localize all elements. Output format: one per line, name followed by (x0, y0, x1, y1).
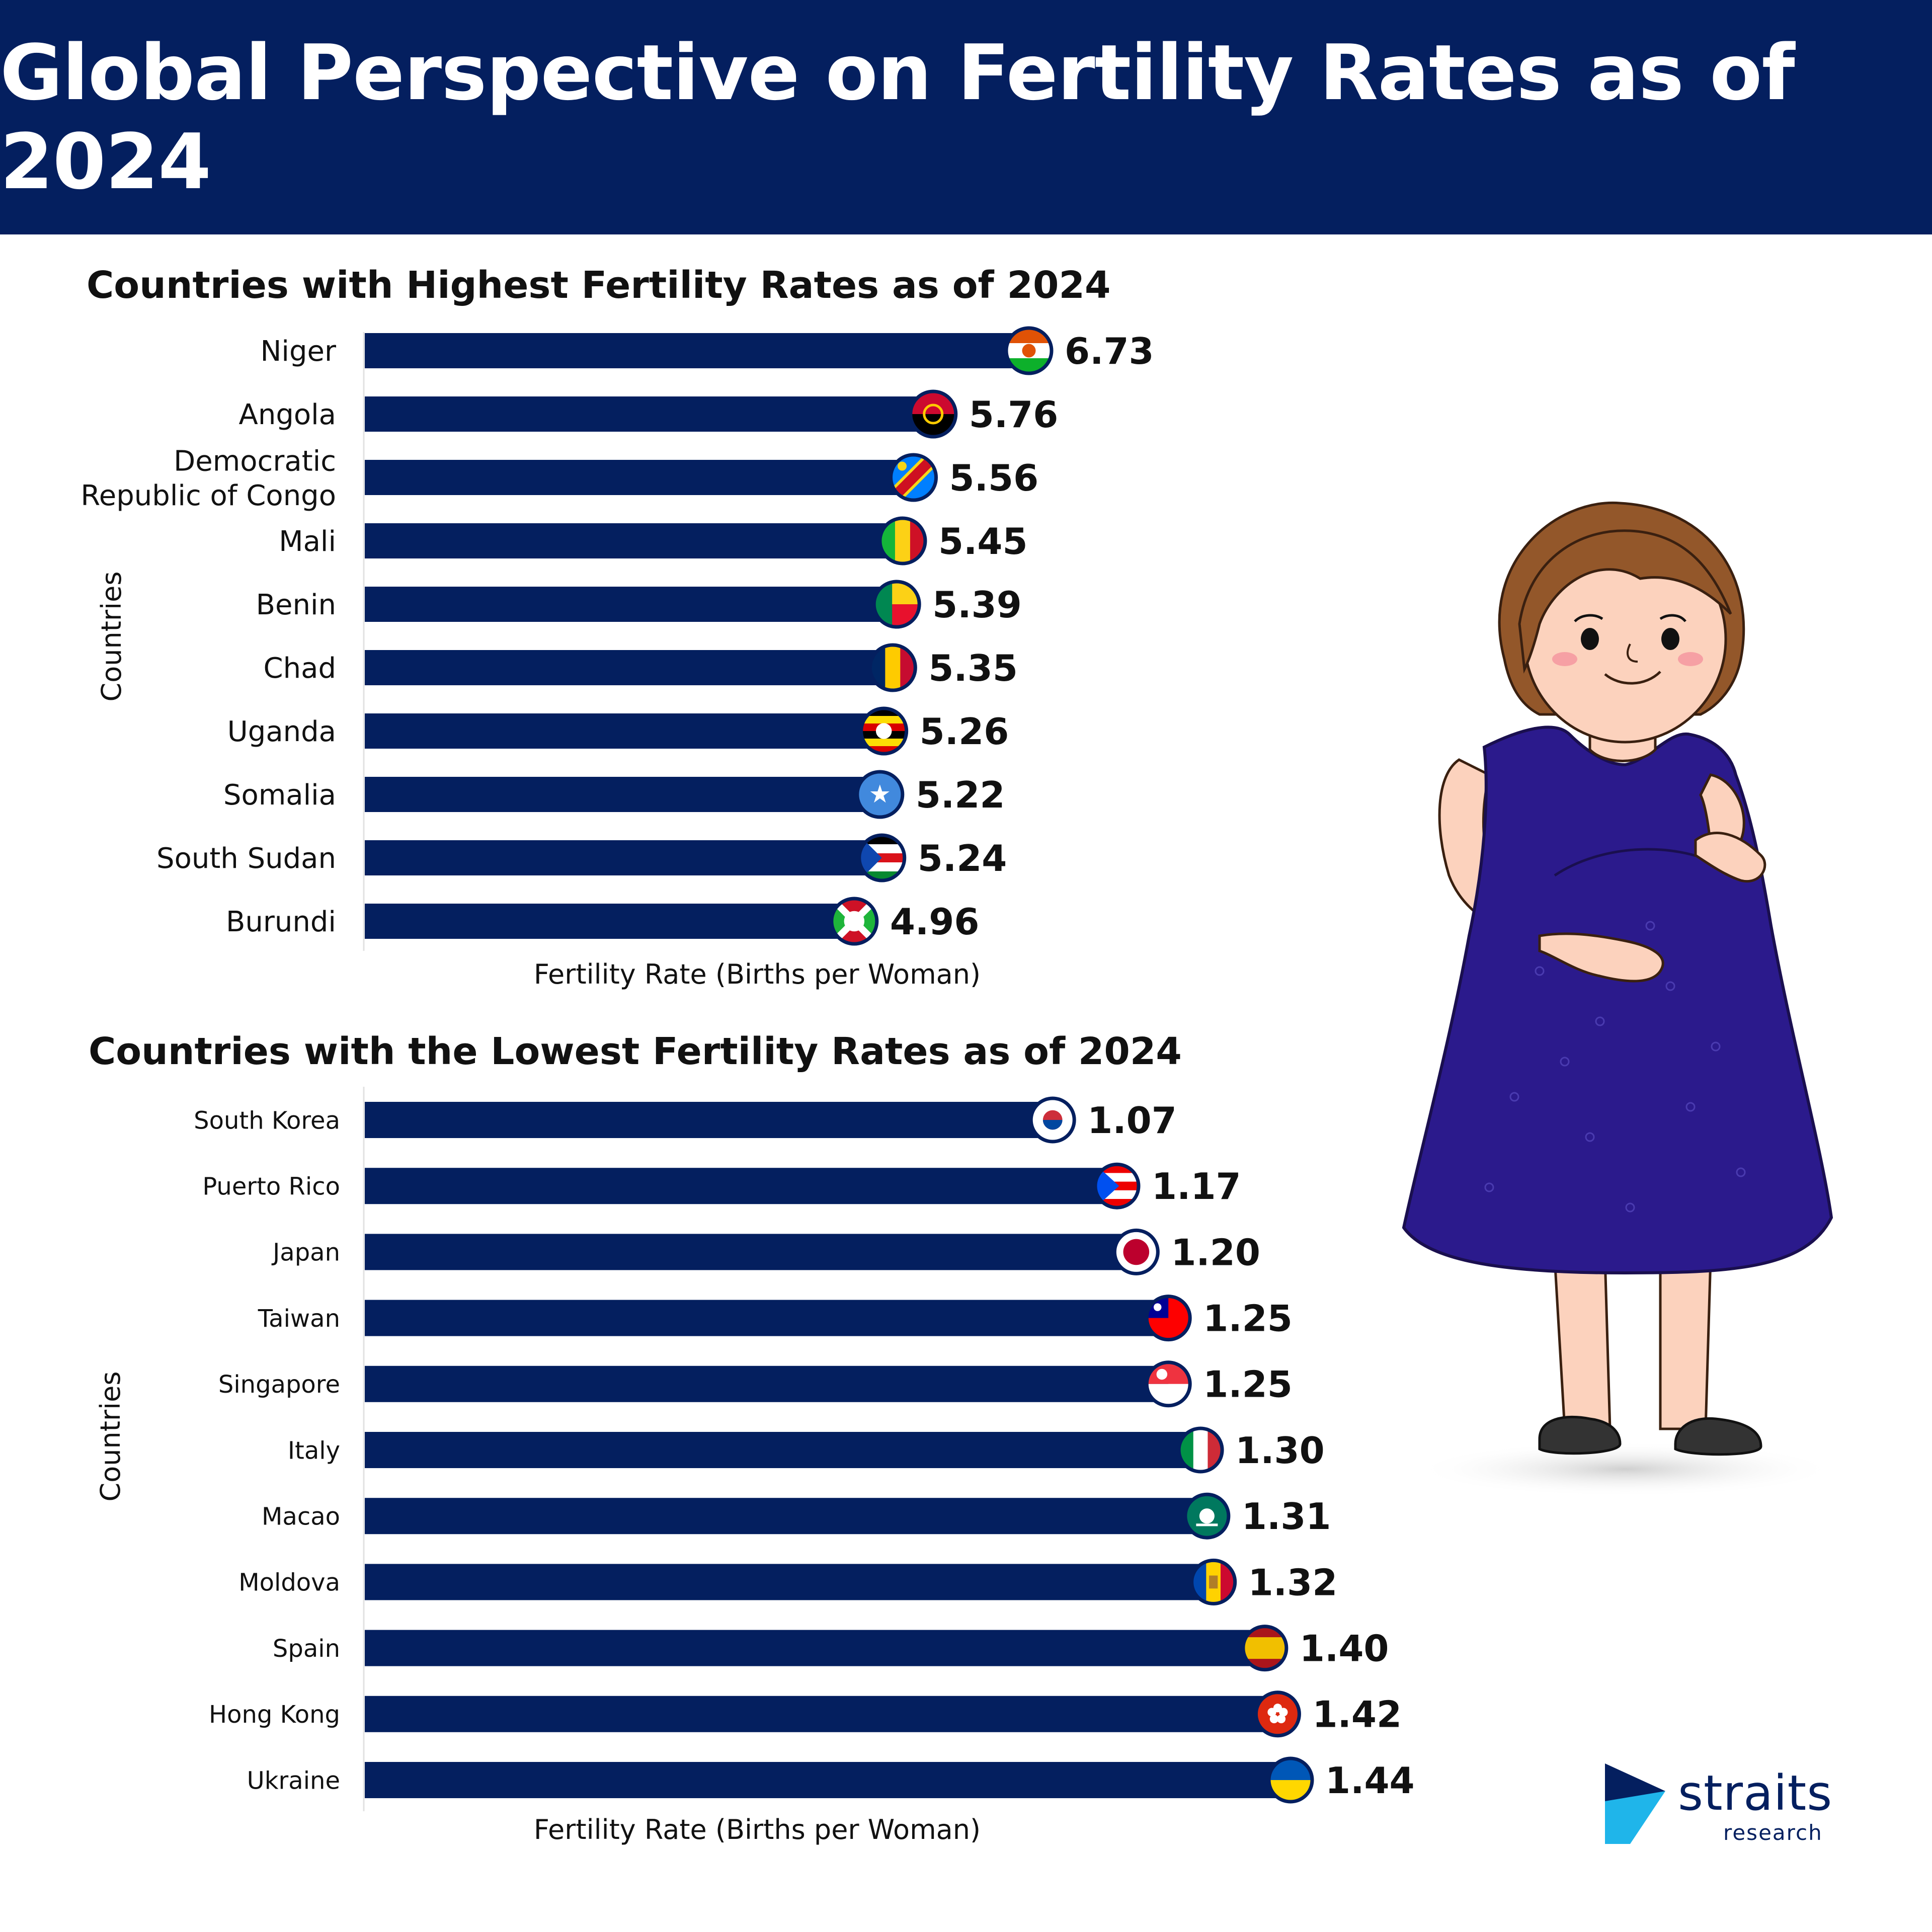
data-label: 5.35 (928, 647, 1018, 689)
bar (365, 333, 1029, 368)
data-label: 6.73 (1065, 330, 1154, 372)
drc-flag-icon (889, 453, 938, 502)
bar (365, 1432, 1201, 1468)
category-label: Singapore (218, 1371, 340, 1399)
brand-name: straits (1678, 1765, 1833, 1821)
category-label: Uganda (227, 715, 336, 748)
bar (365, 523, 903, 558)
straits-logo-icon (1605, 1763, 1665, 1844)
bar (365, 1102, 1053, 1138)
category-label: Democratic Republic of Congo (80, 445, 336, 512)
bar (365, 650, 893, 685)
chart-title: Countries with Highest Fertility Rates a… (87, 264, 1110, 307)
benin-flag-icon (872, 580, 921, 629)
data-label: 1.44 (1325, 1759, 1415, 1802)
category-label: Niger (261, 335, 337, 368)
data-label: 5.26 (920, 710, 1009, 753)
data-label: 1.25 (1203, 1298, 1293, 1340)
data-label: 5.76 (969, 393, 1059, 436)
category-label: Hong Kong (209, 1701, 340, 1729)
bar (365, 1564, 1214, 1600)
category-label: Burundi (226, 906, 336, 938)
data-label: 5.56 (949, 457, 1039, 499)
spain-flag-icon (1241, 1625, 1289, 1672)
data-label: 4.96 (890, 901, 980, 943)
bar (365, 1498, 1207, 1535)
burundi-flag-icon (830, 897, 879, 946)
italy-flag-icon (1177, 1426, 1224, 1474)
puerto-rico-flag-icon (1093, 1162, 1141, 1210)
chad-flag-icon (868, 643, 917, 692)
bar (365, 396, 933, 432)
page-title: Global Perspective on Fertility Rates as… (0, 28, 1795, 206)
bar (365, 777, 880, 812)
south-sudan-flag-icon (857, 833, 907, 882)
pregnant-woman-illustration (1402, 501, 1836, 1497)
japan-flag-icon (1112, 1228, 1160, 1275)
category-label: Italy (288, 1436, 340, 1465)
category-label: Taiwan (258, 1305, 340, 1333)
data-label: 1.17 (1152, 1165, 1241, 1208)
x-axis-label: Fertility Rate (Births per Woman) (534, 958, 981, 990)
bar (365, 460, 914, 495)
category-label: Macao (262, 1502, 340, 1531)
bar (365, 904, 854, 939)
data-label: 1.31 (1242, 1495, 1331, 1538)
taiwan-flag-icon (1145, 1295, 1192, 1342)
category-label: South Korea (194, 1106, 340, 1135)
category-label: Japan (271, 1239, 340, 1267)
svg-text:★: ★ (869, 779, 891, 809)
uganda-flag-icon (859, 706, 909, 756)
category-label: Angola (239, 398, 336, 431)
data-label: 5.39 (932, 584, 1022, 626)
angola-flag-icon (909, 389, 958, 439)
data-label: 1.25 (1203, 1363, 1293, 1406)
macao-flag-icon (1183, 1492, 1231, 1540)
data-label: 1.30 (1235, 1429, 1325, 1472)
y-axis-label: Countries (96, 572, 127, 702)
moldova-flag-icon (1190, 1558, 1237, 1605)
bar (365, 1762, 1291, 1798)
category-label: Chad (264, 652, 336, 685)
category-label: Mali (279, 525, 336, 558)
bar (365, 1234, 1137, 1270)
somalia-flag-icon: ★ (855, 770, 905, 819)
brand-logo: straits research (1600, 1761, 1832, 1852)
data-label: 1.42 (1312, 1694, 1402, 1736)
category-label: Spain (273, 1635, 340, 1663)
bar (365, 1696, 1278, 1732)
bar (365, 1365, 1169, 1402)
x-axis-label: Fertility Rate (Births per Woman) (534, 1814, 981, 1845)
bar (365, 587, 897, 622)
category-label: Ukraine (247, 1766, 340, 1795)
header-banner: Global Perspective on Fertility Rates as… (0, 0, 1932, 234)
ukraine-flag-icon (1267, 1756, 1314, 1804)
data-label: 1.32 (1248, 1561, 1338, 1603)
category-label: Somalia (223, 779, 336, 812)
bar (365, 1300, 1169, 1336)
bar (365, 840, 882, 875)
data-label: 1.40 (1300, 1628, 1389, 1670)
category-label: Benin (256, 589, 336, 621)
data-label: 1.20 (1171, 1231, 1260, 1273)
data-label: 5.45 (938, 520, 1028, 562)
bar (365, 1630, 1265, 1666)
south-korea-flag-icon (1029, 1096, 1076, 1144)
bar (365, 713, 884, 749)
category-label: Moldova (238, 1569, 340, 1597)
data-label: 5.22 (916, 774, 1005, 816)
mali-flag-icon (878, 516, 927, 566)
y-axis-label: Countries (95, 1372, 126, 1502)
singapore-flag-icon (1145, 1360, 1192, 1408)
bar (365, 1168, 1117, 1204)
data-label: 1.07 (1087, 1099, 1177, 1142)
brand-subtitle: research (1723, 1820, 1823, 1845)
niger-flag-icon (1004, 326, 1054, 375)
data-label: 5.24 (918, 837, 1007, 879)
chart-title: Countries with the Lowest Fertility Rate… (89, 1030, 1182, 1073)
category-label: Puerto Rico (202, 1172, 340, 1200)
hong-kong-flag-icon (1254, 1691, 1301, 1738)
category-label: South Sudan (156, 842, 336, 875)
